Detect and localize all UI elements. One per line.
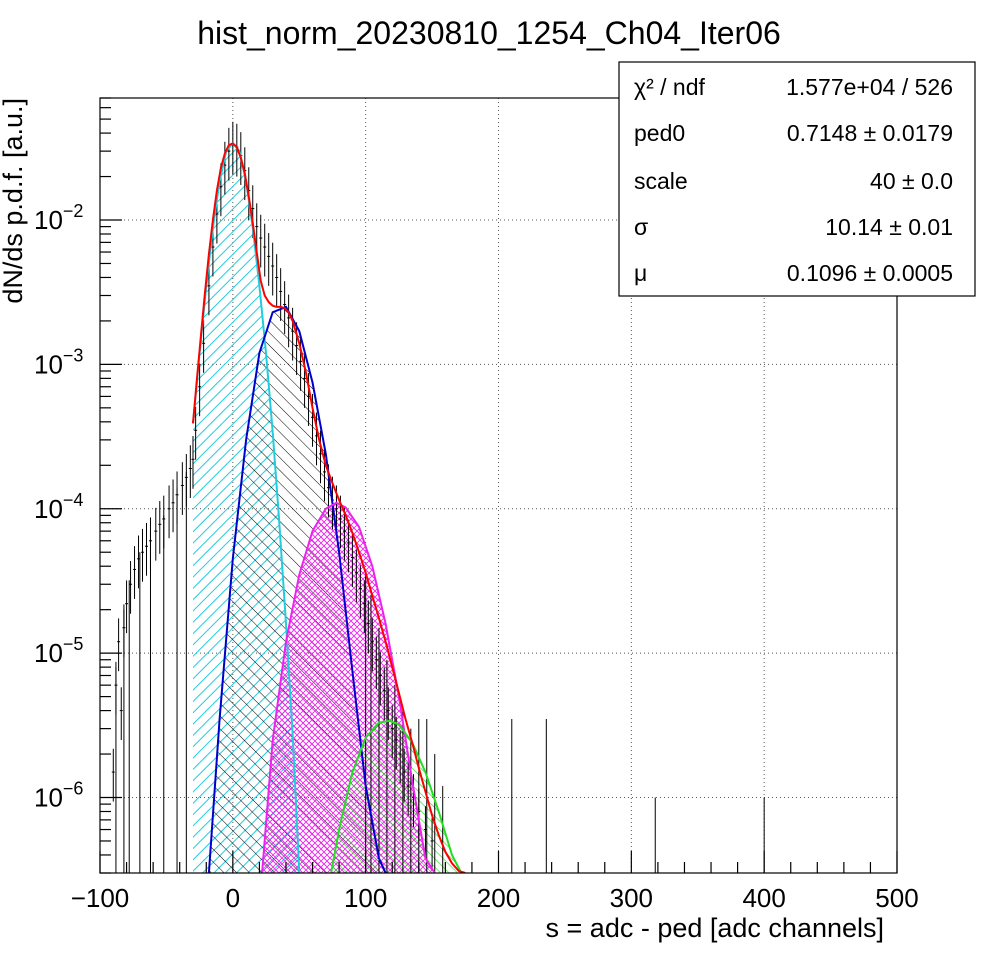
- fit-curves: [192, 141, 466, 873]
- y-tick-labels: 10−6 10−5 10−4 10−3 10−2: [34, 201, 83, 812]
- stat-sigma-name: σ: [634, 214, 648, 240]
- x-tick-label: 0: [226, 883, 240, 913]
- x-tick-label: 100: [344, 883, 387, 913]
- y-tick-label: 10−4: [34, 490, 83, 524]
- stat-ped0-name: ped0: [634, 120, 685, 146]
- y-tick-label: 10−5: [34, 634, 83, 668]
- curve-total-fit: [192, 142, 466, 873]
- stat-chi2-name: χ² / ndf: [634, 74, 705, 100]
- axis-ticks: [99, 97, 898, 874]
- y-tick-label: 10−6: [34, 779, 83, 813]
- stat-scale-value: 40 ± 0.0: [870, 168, 953, 194]
- fit-stats-box: χ² / ndf 1.577e+04 / 526 ped0 0.7148 ± 0…: [618, 61, 976, 297]
- curve-3-p-e-: [330, 719, 463, 873]
- x-tick-label: 500: [875, 883, 918, 913]
- stat-ped0-value: 0.7148 ± 0.0179: [787, 120, 953, 146]
- y-tick-label: 10−2: [34, 201, 83, 235]
- curve-2-p-e-: [261, 501, 436, 873]
- x-axis-label: s = adc - ped [adc channels]: [546, 913, 884, 943]
- stat-chi2-value: 1.577e+04 / 526: [786, 74, 953, 100]
- x-tick-label: 300: [610, 883, 653, 913]
- stat-scale-name: scale: [634, 168, 688, 194]
- y-axis-label: dN/ds p.d.f. [a.u.]: [0, 98, 28, 304]
- stat-mu-value: 0.1096 ± 0.0005: [787, 260, 953, 286]
- stat-mu-name: μ: [634, 260, 647, 286]
- chart-title: hist_norm_20230810_1254_Ch04_Iter06: [197, 15, 781, 51]
- x-tick-label: −100: [71, 883, 130, 913]
- y-tick-label: 10−3: [34, 345, 83, 379]
- stat-sigma-value: 10.14 ± 0.01: [825, 214, 953, 240]
- x-tick-label: 400: [742, 883, 785, 913]
- x-tick-label: 200: [477, 883, 520, 913]
- stats-box-frame: [618, 61, 976, 297]
- fill-3-p-e-: [331, 720, 462, 873]
- x-tick-labels: −100 0 100 200 300 400 500: [71, 883, 919, 913]
